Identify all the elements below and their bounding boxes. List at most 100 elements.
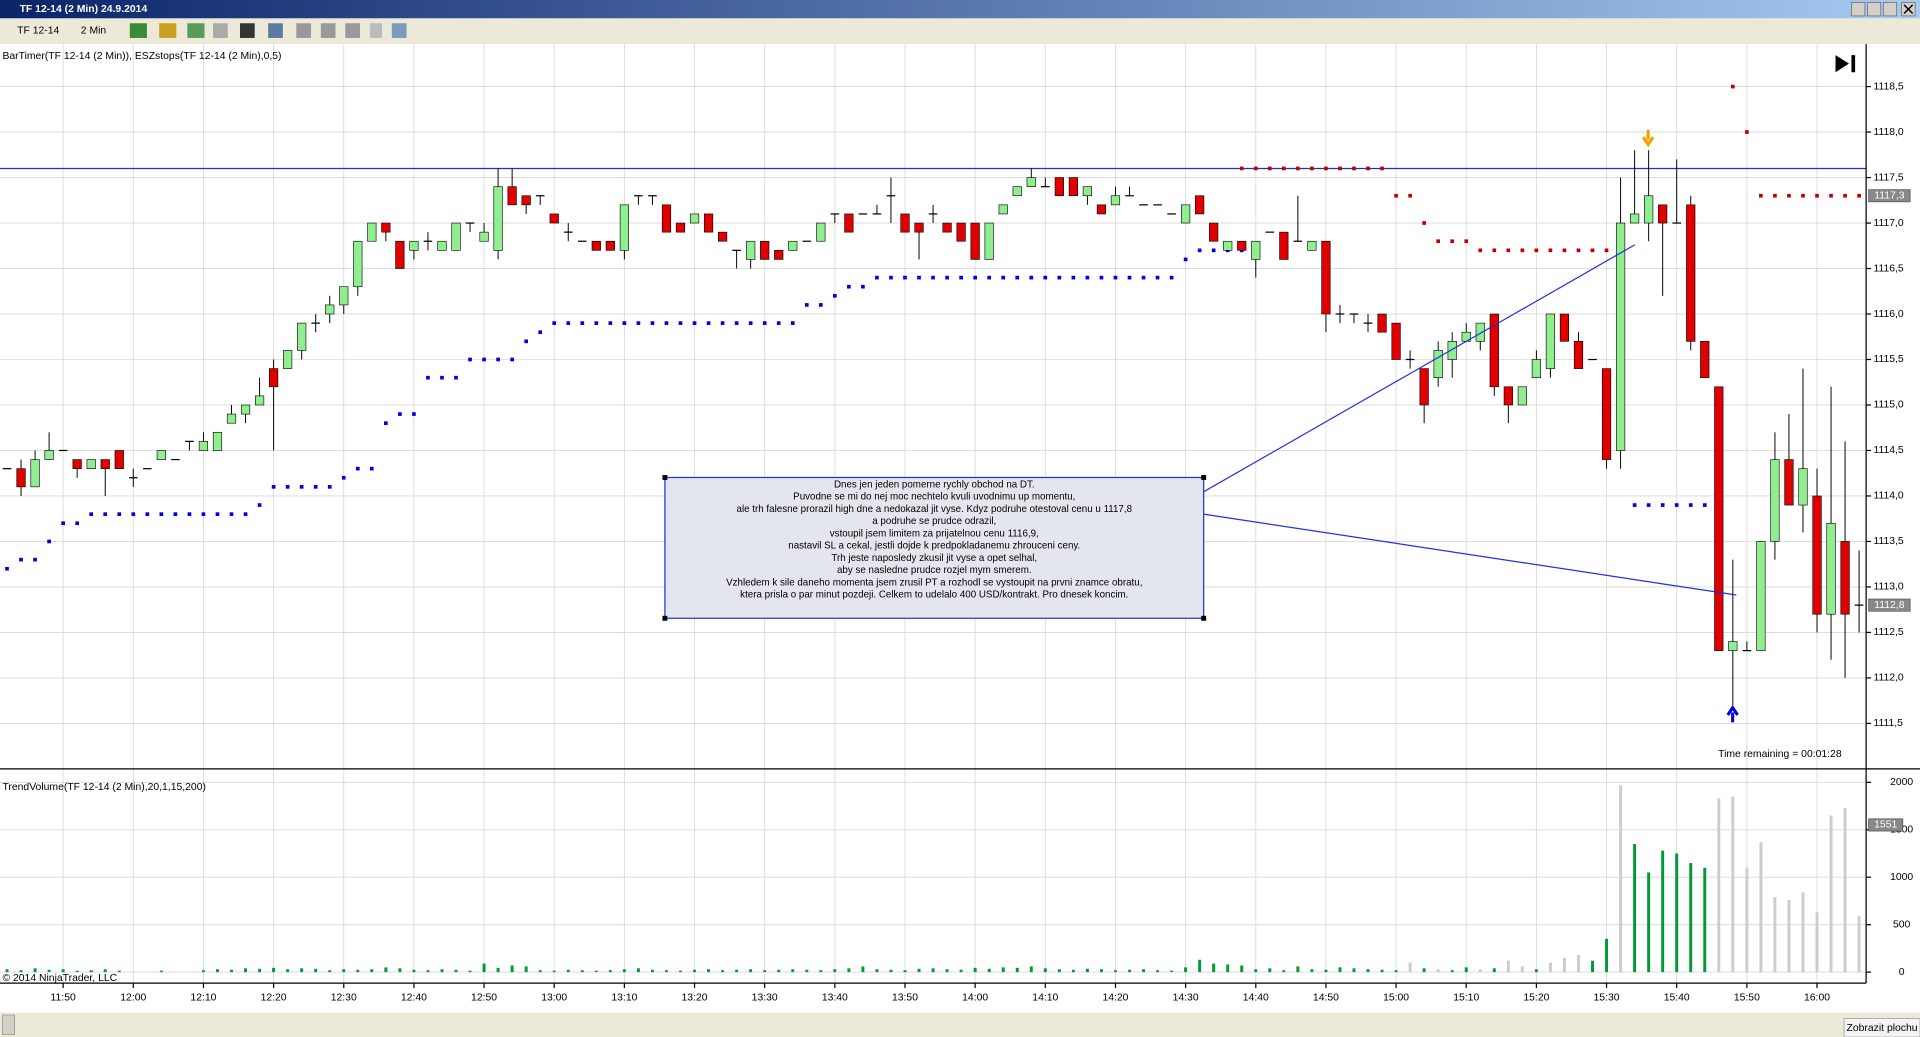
x-tick-label: 12:30 bbox=[331, 993, 357, 1004]
annotation[interactable]: Dnes jen jeden pomerne rychly obchod na … bbox=[662, 244, 1737, 621]
volume-bar bbox=[1689, 862, 1693, 973]
interval-selector[interactable]: 2 Min bbox=[81, 25, 107, 36]
stop-dot bbox=[650, 321, 655, 325]
candle-body bbox=[16, 468, 26, 488]
x-tick-label: 12:10 bbox=[190, 993, 216, 1004]
volume-bar bbox=[833, 969, 837, 973]
stop-dot bbox=[776, 321, 781, 325]
volume-bar bbox=[370, 969, 374, 973]
volume-bar bbox=[440, 969, 444, 973]
volume-bar bbox=[1633, 844, 1637, 973]
stop-dot bbox=[734, 321, 739, 325]
candle-body bbox=[1026, 177, 1036, 187]
candle-body bbox=[1096, 204, 1107, 215]
volume-bar bbox=[1057, 969, 1061, 973]
candle-body bbox=[760, 240, 770, 260]
scroll-left[interactable] bbox=[2, 1014, 15, 1035]
stop-dot bbox=[1155, 275, 1160, 280]
stop-dot bbox=[1478, 248, 1483, 253]
volume-bar bbox=[1071, 969, 1075, 973]
show-desktop-tooltip[interactable] bbox=[1843, 1018, 1920, 1037]
price-marker bbox=[1868, 598, 1911, 612]
stop-dot bbox=[762, 321, 767, 325]
volume-bar bbox=[1254, 969, 1258, 973]
volume-bar bbox=[1857, 916, 1861, 973]
volume-bar bbox=[201, 970, 205, 973]
stop-dot bbox=[61, 521, 65, 526]
volume-bar bbox=[468, 970, 472, 973]
y-tick-label: 1114,0 bbox=[1873, 491, 1903, 502]
candle-body bbox=[1012, 186, 1022, 197]
x-tick-label: 14:00 bbox=[962, 993, 988, 1004]
stop-dot bbox=[1759, 193, 1763, 198]
candle-body bbox=[1251, 240, 1261, 260]
candle-body bbox=[367, 222, 377, 242]
scrollbar[interactable] bbox=[0, 1012, 1920, 1037]
stop-dot bbox=[1324, 166, 1328, 171]
annotation-line: vstoupil jsem limitem za prijatelnou cen… bbox=[830, 528, 1039, 539]
x-tick-label: 15:50 bbox=[1734, 993, 1760, 1004]
stop-dot bbox=[103, 512, 108, 516]
stop-dot bbox=[1352, 166, 1356, 171]
candle-body bbox=[1573, 341, 1584, 369]
x-tick-label: 15:40 bbox=[1664, 993, 1690, 1004]
instrument-selector[interactable]: TF 12-14 bbox=[17, 25, 59, 36]
stop-dot bbox=[145, 512, 150, 516]
stop-dot bbox=[398, 412, 402, 416]
stop-dot bbox=[790, 321, 795, 325]
stop-dot bbox=[1660, 503, 1665, 507]
toolbar bbox=[0, 18, 1920, 45]
stop-dot bbox=[608, 321, 613, 325]
annotation-line: nastavil SL a cekal, jestli dojde k pred… bbox=[788, 541, 1080, 552]
stop-dot bbox=[1604, 248, 1609, 253]
annotation-line: aby se nasledne prudce rozjel mym smerem… bbox=[837, 565, 1032, 576]
candle-body bbox=[1447, 341, 1457, 360]
stop-dot bbox=[1141, 275, 1146, 280]
candle-body bbox=[1110, 195, 1121, 206]
stop-dot bbox=[47, 539, 51, 544]
volume-bar bbox=[1829, 815, 1833, 973]
scroll-end-button[interactable] bbox=[1835, 55, 1856, 73]
volume-tick-label: 1000 bbox=[1890, 872, 1913, 883]
stop-dot bbox=[1408, 193, 1412, 198]
stop-dot bbox=[426, 375, 430, 380]
x-tick-label: 13:40 bbox=[822, 993, 848, 1004]
stop-dot bbox=[917, 275, 921, 280]
candle-body bbox=[100, 459, 110, 469]
x-tick-label: 12:50 bbox=[471, 993, 497, 1004]
stop-dot bbox=[1085, 275, 1090, 280]
volume-bar bbox=[230, 969, 233, 973]
window-buttons[interactable] bbox=[1851, 2, 1916, 17]
stop-dot bbox=[1057, 275, 1062, 280]
volume-bar bbox=[1577, 955, 1580, 973]
volume-bar bbox=[1759, 842, 1763, 973]
x-tick-label: 16:00 bbox=[1804, 993, 1830, 1004]
volume-bar bbox=[1113, 970, 1117, 973]
volume-bar bbox=[1591, 960, 1594, 973]
volume-bar bbox=[749, 969, 753, 973]
stop-dot bbox=[889, 275, 893, 280]
stop-dot bbox=[1548, 248, 1553, 253]
annotation-line: a podruhe se prudce odrazil, bbox=[872, 516, 996, 527]
price-marker-label: 1112,8 bbox=[1874, 600, 1904, 611]
stop-dot bbox=[33, 557, 37, 562]
volume-bar bbox=[847, 968, 851, 973]
x-tick-label: 12:00 bbox=[120, 993, 146, 1004]
y-tick-label: 1112,0 bbox=[1873, 673, 1903, 684]
y-tick-label: 1114,5 bbox=[1873, 445, 1903, 456]
toolbar-icons[interactable] bbox=[129, 23, 407, 38]
x-tick-label: 12:40 bbox=[401, 993, 427, 1004]
candle-body bbox=[998, 204, 1008, 215]
volume-bar bbox=[1085, 968, 1089, 973]
volume-bar bbox=[398, 968, 402, 973]
candle-body bbox=[114, 450, 124, 469]
volume-bar bbox=[356, 969, 360, 973]
stop-dot bbox=[1436, 239, 1441, 244]
stop-dot bbox=[524, 339, 528, 344]
stop-dot bbox=[19, 557, 23, 562]
stop-dot bbox=[1815, 193, 1819, 198]
candle-body bbox=[675, 222, 686, 233]
stop-dot bbox=[1422, 221, 1426, 225]
volume-bar bbox=[1675, 853, 1679, 973]
volume-bar bbox=[1520, 966, 1524, 973]
